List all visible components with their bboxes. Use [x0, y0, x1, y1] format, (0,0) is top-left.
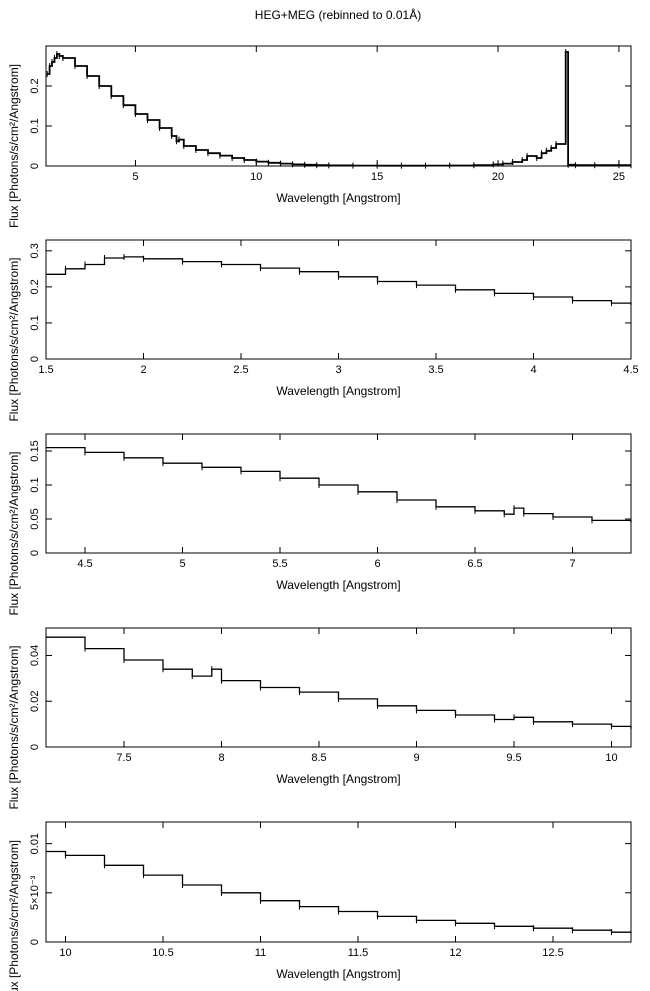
y-tick-label: 0 — [29, 163, 41, 169]
x-tick-label: 2.5 — [233, 364, 248, 376]
x-tick-label: 2 — [140, 364, 146, 376]
y-tick-label: 0 — [29, 939, 41, 945]
x-tick-label: 25 — [613, 171, 625, 183]
plot-frame — [45, 627, 632, 748]
x-tick-label: 6.5 — [467, 558, 482, 570]
panel-4: 7.5 8 8.5 9 9.5 10 0 0.02 0.04 Wavelength [Angstr… — [7, 627, 632, 810]
x-axis-label: Wavelength [Angstrom] — [276, 191, 400, 205]
plot-frame — [45, 821, 632, 943]
x-tick-label: 9 — [413, 752, 419, 764]
y-tick-label: 0.2 — [29, 78, 41, 93]
panel-5: 10 10.5 11 11.5 12 12.5 0 5×10⁻³ 0.01 Wavelength … — [7, 821, 632, 991]
x-tick-label: 4.5 — [77, 558, 92, 570]
spectrum-line — [46, 446, 632, 523]
spectrum-line — [46, 256, 632, 305]
x-tick-label: 10 — [59, 947, 71, 959]
y-axis-label: Flux [Photons/s/cm²/Angstrom] — [7, 645, 21, 809]
x-tick-label: 4 — [530, 364, 536, 376]
x-tick-label: 3 — [335, 364, 341, 376]
spectrum-line — [47, 51, 631, 167]
y-axis-label: Flux [Photons/s/cm²/Angstrom] — [7, 257, 21, 421]
x-tick-label: 11 — [255, 947, 266, 959]
spectrum-line — [46, 636, 632, 729]
y-tick-label: 0.1 — [29, 118, 41, 133]
spectrum-line — [46, 850, 632, 934]
y-tick-label: 0.02 — [29, 691, 41, 712]
x-tick-label: 15 — [371, 171, 383, 183]
x-axis-label: Wavelength [Angstrom] — [276, 578, 400, 592]
y-tick-label: 0.2 — [29, 279, 41, 294]
panel-1: 5 10 15 20 25 0 0.1 0.2 Wavelength [Angstrom] Flu… — [7, 45, 632, 228]
x-axis-label: Wavelength [Angstrom] — [276, 384, 400, 398]
x-tick-label: 8 — [218, 752, 224, 764]
y-tick-label: 5×10⁻³ — [29, 875, 41, 910]
y-tick-label: 0.1 — [29, 477, 41, 492]
figure-title: HEG+MEG (rebinned to 0.01Å) — [254, 8, 422, 22]
x-axis-label: Wavelength [Angstrom] — [276, 772, 400, 786]
x-tick-label: 10.5 — [152, 947, 173, 959]
x-tick-label: 12.5 — [542, 947, 563, 959]
x-tick-label: 8.5 — [311, 752, 326, 764]
x-tick-label: 7.5 — [116, 752, 131, 764]
plot-frame — [45, 239, 632, 360]
panel-2: 1.5 2 2.5 3 3.5 4 4.5 0 0.1 0.2 0.3 Wavelength [Ang… — [7, 239, 639, 422]
x-tick-label: 5 — [179, 558, 185, 570]
x-tick-label: 7 — [569, 558, 575, 570]
y-tick-label: 0 — [29, 356, 41, 362]
x-tick-label: 5 — [132, 171, 138, 183]
plot-frame — [45, 433, 632, 554]
panel-3: 4.5 5 5.5 6 6.5 7 0 0.05 0.1 0.15 Wavelength [Angs… — [7, 433, 632, 616]
y-axis-label: Flux [Photons/s/cm²/Angstrom] — [7, 451, 21, 615]
x-tick-label: 20 — [492, 171, 504, 183]
y-tick-label: 0.04 — [29, 645, 41, 666]
x-tick-label: 11.5 — [348, 947, 369, 959]
y-tick-label: 0.15 — [29, 440, 41, 461]
x-tick-label: 3.5 — [428, 364, 443, 376]
y-tick-label: 0.05 — [29, 508, 41, 529]
y-tick-label: 0.1 — [29, 315, 41, 330]
x-tick-label: 9.5 — [506, 752, 521, 764]
y-tick-label: 0 — [29, 744, 41, 750]
x-tick-label: 4.5 — [623, 364, 638, 376]
x-tick-label: 5.5 — [272, 558, 287, 570]
x-tick-label: 6 — [374, 558, 380, 570]
x-tick-label: 10 — [605, 752, 617, 764]
y-tick-label: 0 — [29, 550, 41, 556]
x-tick-label: 10 — [250, 171, 262, 183]
x-axis-label: Wavelength [Angstrom] — [276, 967, 400, 981]
x-tick-label: 1.5 — [38, 364, 53, 376]
y-axis-label: Flux [Photons/s/cm²/Angstrom] — [7, 64, 21, 228]
x-tick-label: 12 — [449, 947, 461, 959]
y-tick-label: 0.3 — [29, 243, 41, 258]
y-tick-label: 0.01 — [29, 833, 41, 854]
y-axis-label: Flux [Photons/s/cm²/Angstrom] — [7, 840, 21, 991]
